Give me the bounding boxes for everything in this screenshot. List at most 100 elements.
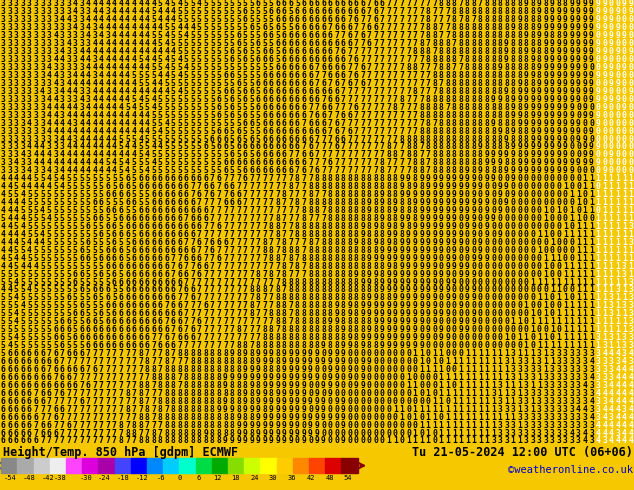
Text: 9: 9 [425,222,430,231]
Text: 7: 7 [197,277,202,287]
Text: 6: 6 [243,119,247,128]
Text: 6: 6 [112,270,117,279]
Text: 3: 3 [615,357,620,366]
Text: 0: 0 [465,301,470,310]
Text: 3: 3 [40,31,45,40]
Text: 5: 5 [125,135,130,144]
Text: 5: 5 [204,166,209,175]
Text: 9: 9 [419,174,424,183]
Text: 3: 3 [40,47,45,56]
Text: 4: 4 [595,389,600,398]
Text: 6: 6 [190,325,195,334]
Text: 6: 6 [158,341,162,350]
Text: 4: 4 [73,103,77,112]
Text: 9: 9 [380,301,385,310]
Text: 0: 0 [321,420,326,430]
Text: 8: 8 [498,103,503,112]
Text: 3: 3 [53,7,58,17]
Text: 7: 7 [275,238,280,247]
Text: 5: 5 [131,190,136,199]
Text: 5: 5 [223,0,228,8]
Text: 6: 6 [164,230,169,239]
Text: 4: 4 [112,0,117,8]
Text: 4: 4 [53,103,58,112]
Text: 0: 0 [504,309,509,318]
Text: 0: 0 [491,333,496,342]
Text: 6: 6 [347,31,352,40]
Text: 5: 5 [40,294,45,302]
Text: 8: 8 [340,238,346,247]
Text: 0: 0 [360,389,365,398]
Text: 9: 9 [452,214,456,223]
Text: 7: 7 [399,0,404,8]
Text: 6: 6 [262,143,267,151]
Text: 7: 7 [269,286,274,294]
Text: 6: 6 [236,31,241,40]
Text: 9: 9 [308,420,313,430]
Text: 8: 8 [484,135,489,144]
Text: 8: 8 [524,55,529,64]
Text: 7: 7 [40,437,45,445]
Text: 8: 8 [491,135,496,144]
Text: 4: 4 [164,0,169,8]
Text: 4: 4 [40,238,45,247]
Text: 0: 0 [484,294,489,302]
Text: 1: 1 [569,270,574,279]
Text: 1: 1 [543,333,548,342]
Text: 6: 6 [178,182,182,191]
Text: 1: 1 [563,325,568,334]
Text: 7: 7 [190,238,195,247]
Text: 6: 6 [184,198,189,207]
Text: 8: 8 [445,55,450,64]
Text: 9: 9 [439,214,444,223]
Text: 4: 4 [119,47,124,56]
Text: 0: 0 [439,357,444,366]
Text: 8: 8 [314,270,320,279]
Text: 8: 8 [262,286,267,294]
Text: 8: 8 [164,349,169,358]
Text: 9: 9 [399,270,404,279]
Text: 9: 9 [399,182,404,191]
Text: 7: 7 [406,39,411,48]
Text: 1: 1 [609,286,614,294]
Text: 9: 9 [295,365,300,374]
Text: 9: 9 [602,31,607,40]
Text: 6: 6 [1,437,6,445]
Text: 8: 8 [465,39,470,48]
Text: 7: 7 [354,111,359,120]
Text: 7: 7 [243,262,247,270]
Text: 6: 6 [328,7,332,17]
Text: 1: 1 [576,294,581,302]
Text: 9: 9 [472,230,476,239]
Text: 6: 6 [14,405,19,414]
Text: 7: 7 [354,63,359,72]
Text: 3: 3 [576,373,581,382]
Text: 0: 0 [517,190,522,199]
Text: 9: 9 [223,437,228,445]
Text: 4: 4 [105,15,110,24]
Text: 8: 8 [537,71,541,80]
Text: 4: 4 [622,397,626,406]
Text: 0: 0 [622,71,626,80]
Text: 4: 4 [27,166,32,175]
Text: 9: 9 [484,150,489,159]
Text: 7: 7 [439,15,444,24]
Text: 6: 6 [20,397,25,406]
Text: 0: 0 [530,333,535,342]
Text: 8: 8 [484,31,489,40]
Text: 9: 9 [510,126,515,136]
Text: 9: 9 [472,270,476,279]
Text: 8: 8 [439,158,444,168]
Text: 8: 8 [171,420,176,430]
Text: 9: 9 [321,405,326,414]
Text: 0: 0 [557,246,561,255]
Text: 3: 3 [576,381,581,390]
Text: 5: 5 [210,47,215,56]
Text: 7: 7 [439,79,444,88]
Text: 8: 8 [504,143,509,151]
Text: 9: 9 [563,63,568,72]
Text: 5: 5 [190,111,195,120]
Text: 5: 5 [223,95,228,104]
Text: 1: 1 [537,294,541,302]
Text: 8: 8 [321,174,326,183]
